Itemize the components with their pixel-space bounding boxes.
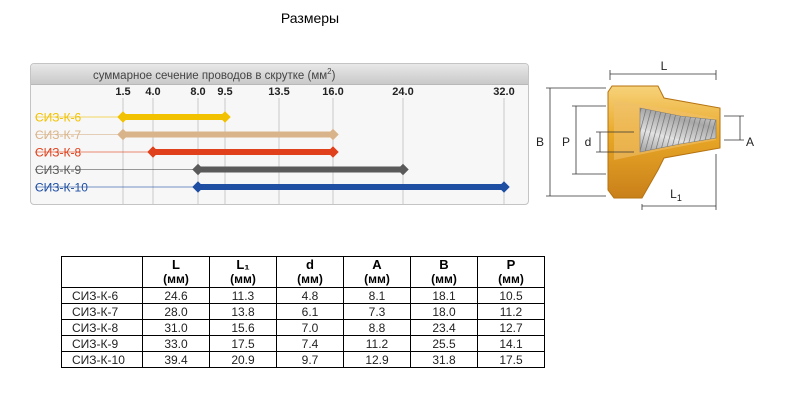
range-bar-end [219, 111, 231, 123]
tick-label: 32.0 [493, 86, 514, 98]
table-body: СИЗ-К-6 24.6 11.3 4.8 8.1 18.1 10.5 СИЗ-К-7 28.0… [61, 287, 545, 368]
wire-section-range-chart: суммарное сечение проводов в скрутке (мм… [30, 63, 529, 205]
value-cell: 20.9 [209, 351, 277, 368]
tick-label: 9.5 [217, 86, 232, 98]
column-header: L (мм) [142, 256, 210, 288]
dim-label-L: L [661, 59, 668, 73]
dim-label-d: d [585, 135, 592, 149]
value-cell: 24.6 [142, 287, 210, 304]
range-bar-end [117, 111, 129, 123]
tick-label: 16.0 [322, 86, 343, 98]
dim-label-B: B [536, 135, 544, 149]
dim-label-P: P [562, 135, 570, 149]
dimension-lines [546, 70, 744, 210]
range-bar-end [498, 181, 510, 193]
table-row: СИЗ-К-7 28.0 13.8 6.1 7.3 18.0 11.2 [61, 303, 545, 320]
tick-label: 4.0 [145, 86, 160, 98]
value-cell: 11.2 [343, 335, 411, 352]
range-chart-header: суммарное сечение проводов в скрутке (мм… [31, 64, 528, 85]
value-cell: 10.5 [477, 287, 545, 304]
value-cell: 12.7 [477, 319, 545, 336]
value-cell: 18.0 [410, 303, 478, 320]
value-cell: 13.8 [209, 303, 277, 320]
value-cell: 18.1 [410, 287, 478, 304]
model-cell: СИЗ-К-10 [61, 351, 143, 368]
table-row: СИЗ-К-10 39.4 20.9 9.7 12.9 31.8 17.5 [61, 351, 545, 368]
connector-body [607, 85, 721, 199]
column-header: B (мм) [410, 256, 478, 288]
tick-label: 24.0 [392, 86, 413, 98]
value-cell: 6.1 [276, 303, 344, 320]
range-bar-end [192, 163, 204, 176]
range-bar-end [327, 146, 339, 158]
value-cell: 7.3 [343, 303, 411, 320]
value-cell: 14.1 [477, 335, 545, 352]
model-cell: СИЗ-К-8 [61, 319, 143, 336]
dim-label-A: A [746, 135, 754, 149]
value-cell: 7.4 [276, 335, 344, 352]
tick-label: 8.0 [190, 86, 205, 98]
value-cell: 4.8 [276, 287, 344, 304]
range-bar-end [147, 146, 159, 158]
range-bar-end [117, 128, 129, 141]
value-cell: 9.7 [276, 351, 344, 368]
range-chart-caption: суммарное сечение проводов в скрутке (мм… [93, 67, 336, 82]
tick-label: 1.5 [115, 86, 130, 98]
column-header: A (мм) [343, 256, 411, 288]
range-bar-end [397, 163, 409, 176]
range-row-label: СИЗ-К-9 [35, 163, 82, 177]
dimensions-table: L (мм) L₁ (мм) d (мм) A (мм) B (мм) P (мм) СИЗ-К-6 2… [61, 256, 545, 368]
connector-dimension-diagram: L L1 B P d A [536, 59, 754, 210]
value-cell: 39.4 [142, 351, 210, 368]
column-header: P (мм) [477, 256, 545, 288]
model-cell: СИЗ-К-6 [61, 287, 143, 304]
value-cell: 31.8 [410, 351, 478, 368]
table-row: СИЗ-К-9 33.0 17.5 7.4 11.2 25.5 14.1 [61, 335, 545, 352]
model-cell: СИЗ-К-7 [61, 303, 143, 320]
column-header: L₁ (мм) [209, 256, 277, 288]
range-row-label: СИЗ-К-7 [35, 128, 82, 142]
range-row-label: СИЗ-К-10 [35, 181, 88, 195]
value-cell: 28.0 [142, 303, 210, 320]
range-chart-plot: 1.5 4.0 8.0 9.5 13.5 16.0 24.0 32.0 СИЗ-К-6 СИЗ-К… [35, 86, 515, 204]
table-row: СИЗ-К-6 24.6 11.3 4.8 8.1 18.1 10.5 [61, 287, 545, 304]
range-bar-end [327, 128, 339, 141]
value-cell: 23.4 [410, 319, 478, 336]
value-cell: 7.0 [276, 319, 344, 336]
value-cell: 8.8 [343, 319, 411, 336]
table-header: L (мм) L₁ (мм) d (мм) A (мм) B (мм) P (мм) [61, 256, 545, 288]
value-cell: 31.0 [142, 319, 210, 336]
value-cell: 11.3 [209, 287, 277, 304]
column-header: d (мм) [276, 256, 344, 288]
range-row-label: СИЗ-К-8 [35, 146, 82, 160]
value-cell: 33.0 [142, 335, 210, 352]
page-title: Размеры [280, 10, 340, 26]
value-cell: 12.9 [343, 351, 411, 368]
table-row: СИЗ-К-8 31.0 15.6 7.0 8.8 23.4 12.7 [61, 319, 545, 336]
tick-label: 13.5 [268, 86, 289, 98]
value-cell: 17.5 [209, 335, 277, 352]
value-cell: 17.5 [477, 351, 545, 368]
value-cell: 8.1 [343, 287, 411, 304]
range-row-label: СИЗ-К-6 [35, 111, 82, 125]
column-header [61, 256, 143, 288]
value-cell: 25.5 [410, 335, 478, 352]
value-cell: 15.6 [209, 319, 277, 336]
range-bar-end [192, 181, 204, 193]
value-cell: 11.2 [477, 303, 545, 320]
model-cell: СИЗ-К-9 [61, 335, 143, 352]
dim-label-L1: L1 [670, 187, 682, 203]
